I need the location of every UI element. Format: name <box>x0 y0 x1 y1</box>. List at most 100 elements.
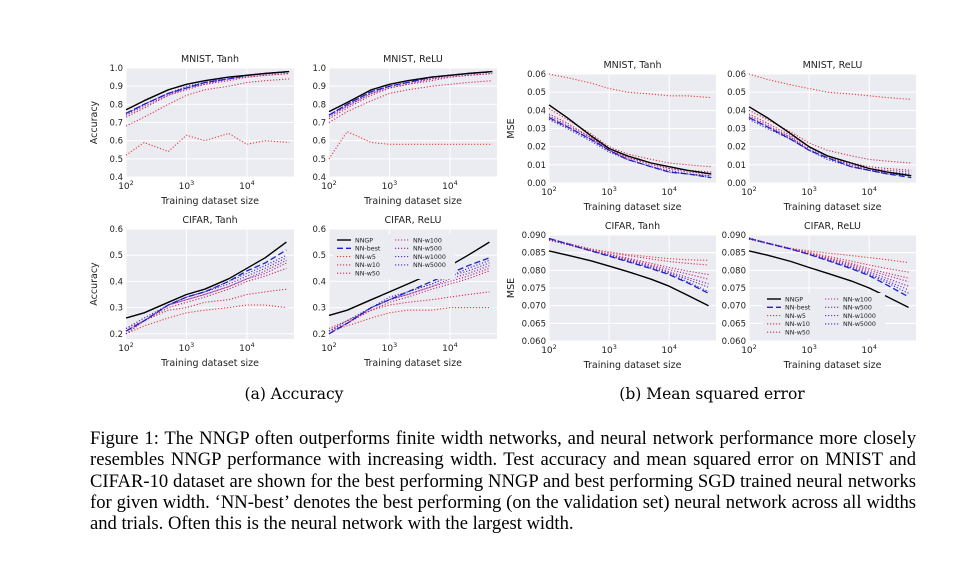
series-line-nn-w10 <box>748 109 912 164</box>
legend-label-nn-w100: NN-w100 <box>843 296 872 303</box>
chart-title: CIFAR, Tanh <box>182 215 237 226</box>
series-line-nn-w50 <box>548 239 709 276</box>
chart-title: MNIST, Tanh <box>603 60 661 71</box>
x-tick-label: 103 <box>801 343 817 356</box>
series-line-nn-w5000 <box>125 254 287 329</box>
y-tick-label: 0.3 <box>312 304 326 314</box>
legend-label-nn-w10: NN-w10 <box>785 321 810 328</box>
y-tick-label: 0.4 <box>312 277 326 287</box>
legend-label-nn-w50: NN-w50 <box>785 330 810 337</box>
series-line-nn-best <box>548 237 709 294</box>
x-tick-label: 104 <box>239 179 255 192</box>
y-tick-label: 0.6 <box>312 225 326 235</box>
y-axis-label: MSE <box>506 118 517 138</box>
series-line-nn-best <box>328 257 490 335</box>
charts-layer: 0.4 0.5 0.6 0.7 0.8 0.9 1.0 102 103 104 MNIST, Tan… <box>89 54 916 371</box>
y-tick-label: 0.8 <box>109 100 123 110</box>
y-tick-label: 0.090 <box>722 231 746 241</box>
legend-label-nn-w1000: NN-w1000 <box>413 254 446 261</box>
x-tick-label: 103 <box>382 179 398 192</box>
y-tick-label: 0.070 <box>722 302 746 312</box>
series-line-nn-w100 <box>548 115 712 175</box>
y-tick-label: 0.01 <box>727 161 746 171</box>
series-line-nn-best <box>125 249 287 332</box>
legend-label-nngp: NNGP <box>355 237 373 244</box>
y-tick-label: 0.04 <box>527 106 546 116</box>
y-tick-label: 0.075 <box>722 284 746 294</box>
x-tick-label: 104 <box>861 343 877 356</box>
y-tick-label: 0.4 <box>312 173 326 183</box>
y-tick-label: 0.3 <box>109 304 123 314</box>
legend-label-nn-w500: NN-w500 <box>843 305 872 312</box>
legend-label-nn-w5000: NN-w5000 <box>843 321 876 328</box>
x-tick-label: 104 <box>661 185 677 198</box>
chart-title: MNIST, ReLU <box>383 54 443 65</box>
series-line-nn-w500 <box>125 259 287 335</box>
y-tick-label: 0.6 <box>109 225 123 235</box>
series-line-nn-w5000 <box>748 118 912 177</box>
series-line-nn-w5000 <box>548 118 712 179</box>
series-line-nngp <box>748 106 912 177</box>
legend-label-nn-w100: NN-w100 <box>413 237 442 244</box>
y-tick-label: 0.06 <box>727 70 746 80</box>
figure-caption: Figure 1: The NNGP often outperforms fin… <box>90 428 916 535</box>
y-tick-label: 0.070 <box>522 302 546 312</box>
y-tick-label: 0.4 <box>109 173 123 183</box>
y-tick-label: 0.6 <box>109 137 123 147</box>
legend-label-nngp: NNGP <box>785 296 803 303</box>
y-tick-label: 1.0 <box>312 64 326 74</box>
legend-label-nn-best: NN-best <box>355 246 381 253</box>
series-line-nngp <box>125 70 290 111</box>
chart-title: MNIST, Tanh <box>181 54 239 65</box>
legend-label-nn-w10: NN-w10 <box>355 262 380 269</box>
legend-label-nn-w5: NN-w5 <box>785 313 806 320</box>
y-tick-label: 0.065 <box>522 319 546 329</box>
series-line-nn-w100 <box>125 72 290 116</box>
y-tick-label: 0.03 <box>727 125 746 135</box>
series-line-nngp <box>548 104 712 175</box>
series-line-nn-w100 <box>328 267 490 332</box>
y-tick-label: 0.01 <box>527 161 546 171</box>
series-line-nn-w50 <box>328 270 490 335</box>
y-tick-label: 0.6 <box>312 137 326 147</box>
legend-label-nn-best: NN-best <box>785 305 811 312</box>
series-line-nn-w50 <box>125 267 287 335</box>
x-axis-label: Training dataset size <box>783 360 882 371</box>
y-axis-label: Accuracy <box>89 100 100 144</box>
legend-label-nn-w50: NN-w50 <box>355 271 380 278</box>
y-tick-label: 0.9 <box>109 82 123 92</box>
y-tick-label: 0.05 <box>727 88 746 98</box>
series-line-nn-best <box>748 117 912 179</box>
x-tick-label: 103 <box>601 343 617 356</box>
x-tick-label: 104 <box>661 343 677 356</box>
y-tick-label: 0.04 <box>727 106 746 116</box>
y-tick-label: 0.085 <box>522 249 546 259</box>
y-tick-label: 0.5 <box>109 251 123 261</box>
y-tick-label: 0.5 <box>312 251 326 261</box>
y-tick-label: 0.5 <box>109 155 123 165</box>
y-tick-label: 0.4 <box>109 277 123 287</box>
series-line-nn-best <box>748 237 909 298</box>
y-tick-label: 0.00 <box>527 179 546 189</box>
x-tick-label: 104 <box>442 179 458 192</box>
x-tick-label: 102 <box>321 341 337 354</box>
y-tick-label: 0.075 <box>522 284 546 294</box>
series-line-nngp <box>328 70 493 113</box>
y-tick-label: 0.8 <box>312 100 326 110</box>
x-tick-label: 102 <box>118 341 134 354</box>
y-tick-label: 0.7 <box>109 119 123 129</box>
y-tick-label: 0.00 <box>727 179 746 189</box>
series-line-nn-w5 <box>328 307 490 332</box>
x-axis-label: Training dataset size <box>583 202 682 213</box>
y-tick-label: 0.03 <box>527 125 546 135</box>
series-line-nn-w10 <box>748 237 909 273</box>
legend-label-nn-w1000: NN-w1000 <box>843 313 876 320</box>
x-axis-label: Training dataset size <box>583 360 682 371</box>
series-line-nn-best <box>328 70 493 116</box>
y-tick-label: 0.02 <box>727 143 746 153</box>
x-axis-label: Training dataset size <box>160 196 259 207</box>
x-tick-label: 104 <box>442 341 458 354</box>
